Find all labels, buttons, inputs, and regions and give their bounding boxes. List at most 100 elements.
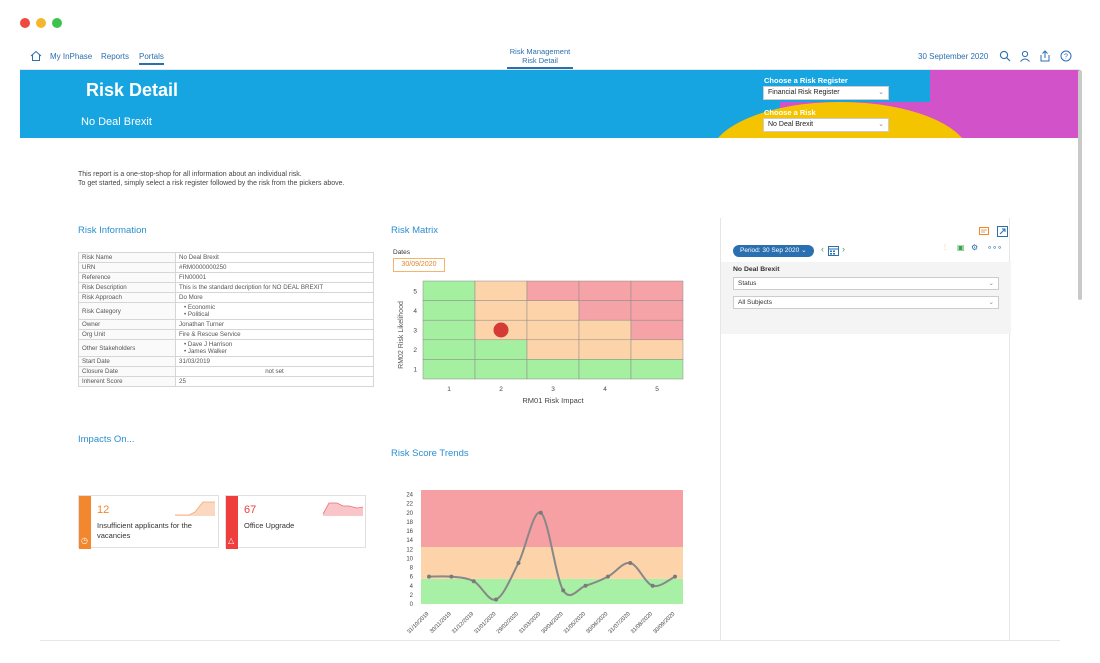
- svg-text:?: ?: [1064, 54, 1068, 61]
- tab-risk-detail[interactable]: Risk Management Risk Detail: [507, 47, 573, 69]
- matrix-cell: [578, 280, 632, 301]
- user-icon[interactable]: [1019, 50, 1031, 62]
- trend-point[interactable]: [583, 583, 588, 588]
- matrix-cell: [422, 300, 476, 321]
- tab-line-2: Risk Detail: [522, 56, 558, 65]
- settings-icon[interactable]: ⚙: [971, 243, 979, 252]
- chevron-down-icon: ⌄: [988, 299, 994, 306]
- next-period-icon[interactable]: ›: [842, 244, 845, 254]
- field-label: Risk Description: [78, 282, 176, 293]
- trend-x-tick: 31/08/2020: [630, 611, 654, 635]
- period-label: Period: 30 Sep 2020: [740, 247, 800, 254]
- help-icon[interactable]: ?: [1060, 50, 1072, 62]
- trend-point[interactable]: [538, 510, 543, 515]
- matrix-cell: [422, 280, 476, 301]
- home-icon[interactable]: [30, 50, 42, 62]
- trend-x-tick: 30/11/2019: [429, 611, 453, 635]
- chevron-down-icon: ⌄: [801, 247, 807, 254]
- filter-sliders-icon[interactable]: ⫶: [944, 243, 946, 252]
- trend-point[interactable]: [471, 579, 476, 584]
- impact-count: 12: [97, 504, 110, 516]
- expand-icon[interactable]: [997, 226, 1008, 237]
- status-select[interactable]: Status ⌄: [733, 277, 999, 290]
- period-selector[interactable]: Period: 30 Sep 2020 ⌄: [733, 245, 814, 257]
- field-label: Reference: [78, 272, 176, 283]
- register-picker[interactable]: Financial Risk Register ⌄: [763, 86, 889, 100]
- risk-information-table: Risk Name No Deal Brexit URN #RM0000000250…: [78, 252, 374, 387]
- close-window-button[interactable]: [20, 18, 30, 28]
- matrix-x-tick: 3: [551, 386, 555, 393]
- trend-y-tick: 12: [406, 547, 413, 553]
- matrix-y-tick: 3: [413, 328, 417, 335]
- field-label: Closure Date: [78, 366, 176, 377]
- nav-reports[interactable]: Reports: [101, 52, 130, 61]
- trend-point[interactable]: [650, 583, 655, 588]
- matrix-x-axis-label: RM01 Risk Impact: [522, 396, 584, 405]
- matrix-cell: [422, 339, 476, 360]
- page-subtitle: No Deal Brexit: [81, 116, 152, 128]
- page-scrollbar[interactable]: [1078, 70, 1082, 300]
- field-value: FIN00001: [175, 272, 374, 283]
- table-row: Risk Description This is the standard dec…: [78, 282, 374, 293]
- impact-stripe: ◷: [79, 496, 91, 549]
- field-value: EconomicPolitical: [175, 302, 374, 320]
- field-label: Inherent Score: [78, 376, 176, 387]
- trend-point[interactable]: [561, 588, 566, 593]
- matrix-cell: [578, 339, 632, 360]
- trend-x-tick: 31/01/2020: [473, 611, 497, 635]
- risk-matrix-title: Risk Matrix: [391, 225, 438, 236]
- trend-band: [421, 490, 683, 547]
- clock-icon: ◷: [81, 536, 88, 545]
- risk-information-title: Risk Information: [78, 225, 147, 236]
- table-row: Start Date 31/03/2019: [78, 356, 374, 367]
- trend-point[interactable]: [673, 574, 677, 579]
- chat-icon[interactable]: ▣: [957, 243, 965, 252]
- trend-point[interactable]: [628, 560, 633, 565]
- trend-point[interactable]: [449, 574, 454, 579]
- more-icon[interactable]: ∘∘∘: [987, 243, 1003, 252]
- matrix-cell: [526, 359, 580, 380]
- field-value: Fire & Rescue Service: [175, 329, 374, 340]
- trend-y-tick: 24: [406, 493, 413, 499]
- nav-portals[interactable]: Portals: [139, 52, 164, 65]
- nav-my-inphase[interactable]: My InPhase: [50, 52, 93, 61]
- previous-period-icon[interactable]: ‹: [821, 244, 824, 254]
- risk-picker[interactable]: No Deal Brexit ⌄: [763, 118, 889, 132]
- matrix-cell: [630, 300, 684, 321]
- matrix-x-tick: 4: [603, 386, 607, 393]
- dates-label: Dates: [393, 249, 410, 256]
- subjects-select[interactable]: All Subjects ⌄: [733, 296, 999, 309]
- trend-x-tick: 31/10/2019: [406, 611, 430, 635]
- matrix-cell: [578, 319, 632, 341]
- trend-y-tick: 16: [406, 529, 413, 535]
- field-label: Risk Category: [78, 302, 176, 320]
- comment-icon[interactable]: [979, 227, 989, 237]
- top-navigation: My InPhase Reports Portals Risk Manageme…: [20, 44, 1080, 70]
- date-filter[interactable]: 30/09/2020: [393, 258, 445, 272]
- impact-card-applicants[interactable]: ◷ 12 Insufficient applicants for the vac…: [78, 495, 219, 549]
- page-title: Risk Detail: [86, 80, 179, 100]
- impact-card-office-upgrade[interactable]: △ 67 Office Upgrade: [225, 495, 366, 549]
- trend-point[interactable]: [427, 574, 431, 579]
- chevron-down-icon: ⌄: [988, 280, 994, 287]
- matrix-cell: [578, 300, 632, 321]
- matrix-x-tick: 2: [499, 386, 503, 393]
- matrix-cell: [474, 359, 528, 380]
- current-risk-marker[interactable]: [493, 322, 509, 338]
- matrix-y-tick: 4: [413, 308, 417, 315]
- matrix-cell: [630, 359, 684, 380]
- trend-point[interactable]: [516, 560, 521, 565]
- search-icon[interactable]: [999, 50, 1011, 62]
- matrix-cell: [474, 300, 528, 321]
- table-row: Reference FIN00001: [78, 272, 374, 283]
- calendar-icon[interactable]: [828, 245, 839, 256]
- divider: [40, 640, 1060, 641]
- trend-point[interactable]: [605, 574, 610, 579]
- share-icon[interactable]: [1039, 50, 1051, 62]
- sparkline-icon: [175, 501, 215, 516]
- table-row: URN #RM0000000250: [78, 262, 374, 273]
- register-picker-value: Financial Risk Register: [768, 89, 840, 96]
- minimize-window-button[interactable]: [36, 18, 46, 28]
- maximize-window-button[interactable]: [52, 18, 62, 28]
- trend-point[interactable]: [494, 597, 499, 602]
